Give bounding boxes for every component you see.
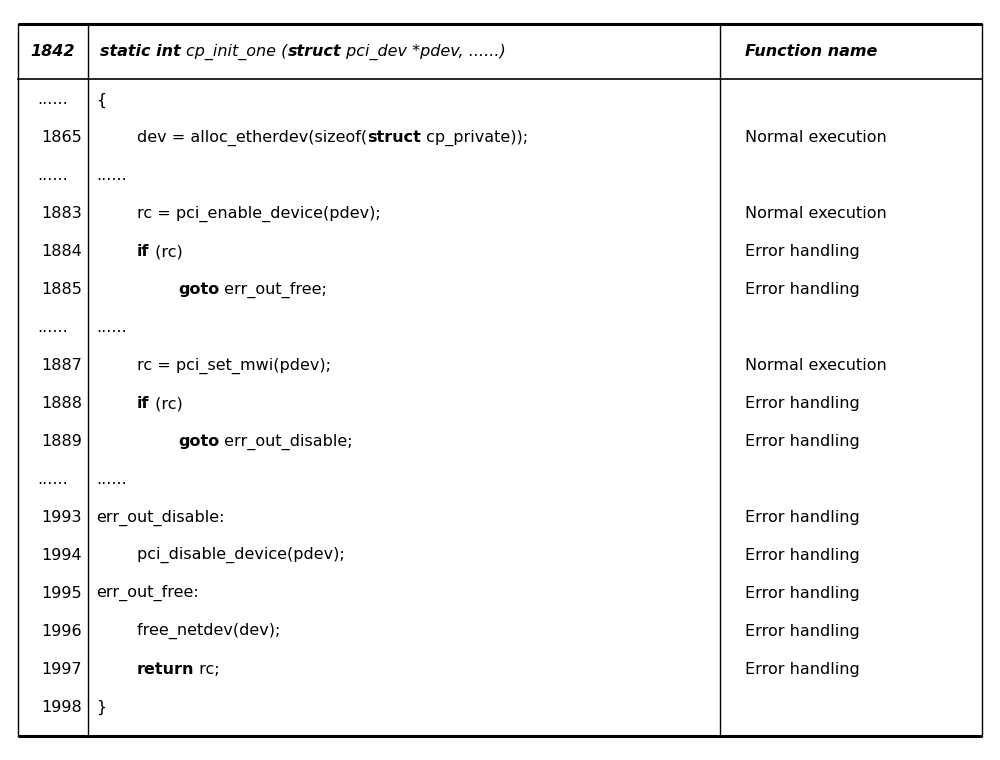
Text: Error handling: Error handling	[745, 662, 860, 676]
Text: Error handling: Error handling	[745, 586, 860, 601]
Text: free_netdev(dev);: free_netdev(dev);	[96, 623, 280, 639]
Text: 1995: 1995	[41, 586, 82, 601]
Text: rc;: rc;	[194, 662, 220, 676]
Text: ......: ......	[38, 472, 68, 487]
Text: goto: goto	[178, 434, 219, 449]
Text: err_out_free;: err_out_free;	[219, 282, 327, 298]
Text: pci_dev *pdev, ......): pci_dev *pdev, ......)	[341, 43, 506, 60]
Text: ......: ......	[96, 168, 127, 183]
Text: Normal execution: Normal execution	[745, 206, 887, 221]
Text: goto: goto	[178, 282, 219, 297]
Text: Error handling: Error handling	[745, 396, 860, 411]
Text: struct: struct	[367, 131, 421, 145]
Text: Error handling: Error handling	[745, 244, 860, 259]
Text: err_out_free:: err_out_free:	[96, 585, 199, 601]
Text: pci_disable_device(pdev);: pci_disable_device(pdev);	[96, 547, 345, 563]
Text: err_out_disable;: err_out_disable;	[219, 433, 353, 450]
Text: dev = alloc_etherdev(sizeof(: dev = alloc_etherdev(sizeof(	[96, 130, 367, 146]
Text: Normal execution: Normal execution	[745, 358, 887, 373]
Text: Error handling: Error handling	[745, 624, 860, 639]
Text: 1842: 1842	[31, 44, 75, 59]
Text: 1884: 1884	[41, 244, 82, 259]
Text: Normal execution: Normal execution	[745, 131, 887, 145]
Text: 1997: 1997	[41, 662, 82, 676]
Text: rc = pci_set_mwi(pdev);: rc = pci_set_mwi(pdev);	[96, 357, 331, 374]
Text: 1889: 1889	[41, 434, 82, 449]
Text: ......: ......	[96, 320, 127, 335]
Text: {: {	[96, 92, 106, 107]
Text: struct: struct	[288, 44, 341, 59]
Text: rc = pci_enable_device(pdev);: rc = pci_enable_device(pdev);	[96, 206, 381, 222]
Text: 1993: 1993	[41, 510, 82, 525]
Text: cp_private));: cp_private));	[421, 130, 528, 146]
Text: ......: ......	[38, 93, 68, 107]
Text: Error handling: Error handling	[745, 548, 860, 563]
Text: Error handling: Error handling	[745, 434, 860, 449]
Text: 1885: 1885	[41, 282, 82, 297]
Text: Error handling: Error handling	[745, 282, 860, 297]
Text: 1865: 1865	[41, 131, 82, 145]
Text: return: return	[137, 662, 194, 676]
Text: if: if	[137, 244, 150, 259]
Text: ......: ......	[96, 472, 127, 487]
Text: if: if	[137, 396, 150, 411]
Text: 1888: 1888	[41, 396, 82, 411]
Text: cp_init_one (: cp_init_one (	[186, 43, 288, 60]
Text: 1998: 1998	[41, 700, 82, 714]
Text: (rc): (rc)	[150, 396, 182, 411]
Text: 1996: 1996	[41, 624, 82, 639]
Text: ......: ......	[38, 168, 68, 183]
Text: 1994: 1994	[41, 548, 82, 563]
Text: static int: static int	[100, 44, 186, 59]
Text: Function name: Function name	[745, 44, 877, 59]
Text: }: }	[96, 700, 106, 715]
Text: (rc): (rc)	[150, 244, 182, 259]
Text: 1883: 1883	[41, 206, 82, 221]
Text: Error handling: Error handling	[745, 510, 860, 525]
Text: ......: ......	[38, 320, 68, 335]
Text: err_out_disable:: err_out_disable:	[96, 509, 224, 525]
Text: 1887: 1887	[41, 358, 82, 373]
